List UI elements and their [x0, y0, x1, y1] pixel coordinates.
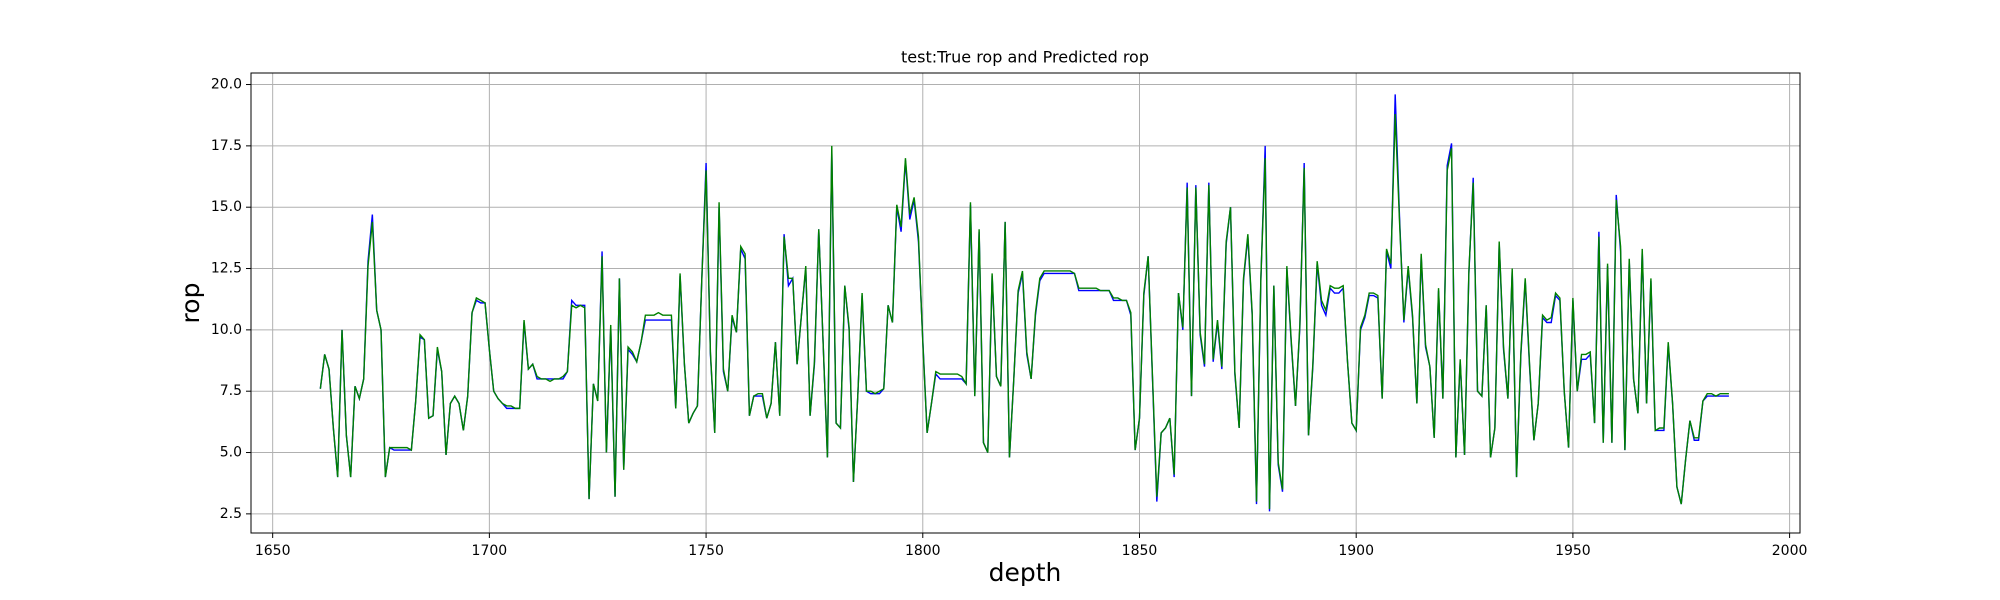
x-tick-label: 1800	[905, 543, 941, 559]
x-tick-label: 1750	[688, 543, 724, 559]
data-line	[319, 113, 1729, 509]
y-tick-label: 12.5	[211, 261, 242, 277]
y-tick-label: 15.0	[211, 199, 242, 215]
chart-title: test:True rop and Predicted rop	[901, 48, 1149, 67]
x-tick-label: 1650	[255, 543, 291, 559]
x-tick-label: 1850	[1122, 543, 1158, 559]
y-tick-label: 20.0	[211, 77, 242, 93]
x-tick-label: 1950	[1555, 543, 1591, 559]
x-tick-label: 1700	[472, 543, 508, 559]
y-tick-label: 10.0	[211, 322, 242, 338]
x-axis-label: depth	[989, 558, 1062, 587]
x-tick-label: 1900	[1338, 543, 1374, 559]
x-tick-label: 2000	[1772, 543, 1808, 559]
y-tick-label: 2.5	[220, 506, 242, 522]
y-tick-label: 7.5	[220, 383, 242, 399]
y-tick-label: 5.0	[220, 445, 242, 461]
y-tick-label: 17.5	[211, 138, 242, 154]
y-axis-label: rop	[176, 283, 205, 324]
plot-frame	[250, 72, 1801, 534]
